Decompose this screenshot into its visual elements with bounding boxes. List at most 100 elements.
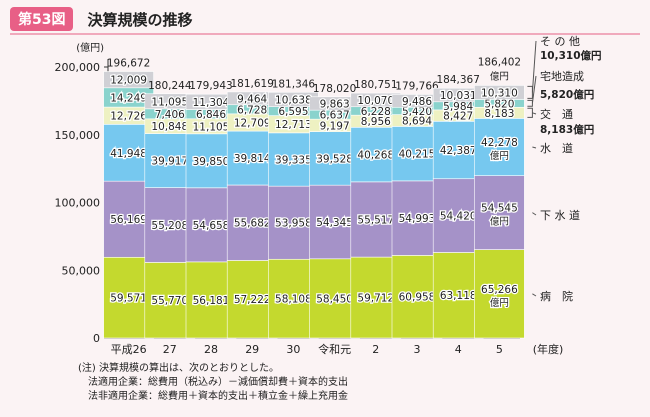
x-tick-label: 2 (372, 343, 379, 356)
footnote-line: (注) 決算規模の算出は、次のとおりとした。 (78, 363, 279, 374)
data-label: 9,486 (402, 96, 432, 108)
data-label: 54,545 (481, 203, 518, 215)
data-label: 39,917 (151, 156, 188, 168)
x-tick-label: 3 (414, 343, 421, 356)
legend-label: 宅地造成 (540, 69, 584, 83)
data-label: 39,335 (275, 155, 312, 167)
data-label: 11,105 (193, 121, 230, 133)
data-label: 54,345 (316, 217, 353, 229)
data-label: 39,850 (193, 156, 230, 168)
legend-label: 水 道 (540, 141, 573, 155)
data-label: 55,208 (151, 220, 188, 232)
data-label: 56,169 (110, 214, 147, 226)
data-label: 6,637 (320, 110, 350, 122)
data-label: 6,728 (237, 104, 267, 116)
x-tick-label: 28 (204, 343, 218, 356)
data-label: 55,682 (234, 218, 271, 230)
data-label-unit: 億円 (490, 150, 509, 162)
x-tick-label: 5 (496, 343, 503, 356)
legend-value: 10,310億円 (540, 49, 602, 62)
data-label: 42,278 (481, 137, 518, 149)
data-label: 5,984 (443, 101, 473, 113)
data-label: 12,726 (110, 111, 147, 123)
legend-value: 8,183億円 (540, 123, 594, 136)
data-label: 10,848 (151, 121, 188, 133)
data-label: 39,528 (316, 153, 353, 165)
data-label: 6,846 (196, 109, 226, 121)
data-label: 63,118 (440, 290, 477, 302)
figure-number-badge: 第53図 (10, 7, 74, 31)
data-label: 11,304 (193, 97, 230, 109)
footnote-line: 法適用企業：総費用（税込み）－減価償却費＋資本的支出 (88, 377, 348, 388)
legend-label: 下 水 道 (540, 208, 580, 222)
data-label-unit: 億円 (490, 216, 509, 228)
data-label: 8,956 (361, 116, 391, 128)
legend-label: そ の 他 (540, 35, 580, 48)
data-label: 9,197 (320, 120, 350, 132)
data-label: 10,031 (440, 90, 477, 102)
data-label-unit: 億円 (490, 297, 509, 309)
data-label: 53,958 (275, 218, 312, 230)
legend-leader (532, 146, 537, 149)
data-label: 55,517 (357, 214, 394, 226)
bar-segment (474, 249, 525, 339)
legend-label: 病 院 (540, 289, 573, 303)
total-label: 181,346 (272, 78, 316, 90)
total-label: 196,672 (107, 58, 150, 70)
figure-header: 第53図 決算規模の推移 (10, 7, 193, 31)
y-tick-label: 100,000 (55, 197, 101, 210)
figure-title: 決算規模の推移 (87, 10, 193, 29)
legend-leader (531, 75, 537, 104)
total-label: 179,943 (189, 80, 232, 92)
x-tick-label: 30 (286, 343, 300, 356)
data-label: 6,595 (278, 106, 308, 118)
legend-leader (532, 212, 537, 216)
legend-bracket (527, 107, 533, 118)
x-tick-label: 平成26 (111, 343, 147, 356)
legend-leader (532, 112, 537, 115)
total-label: 180,244 (148, 80, 192, 92)
data-label: 12,009 (110, 75, 147, 87)
data-label: 41,948 (110, 148, 147, 160)
bar-segment (474, 175, 525, 250)
total-label: 186,402 (478, 56, 521, 68)
legend-bracket (527, 85, 533, 99)
data-label: 56,181 (193, 295, 230, 307)
data-label: 12,713 (275, 119, 312, 131)
data-label: 59,571 (110, 293, 147, 305)
data-label: 7,406 (155, 109, 185, 121)
data-label: 12,709 (234, 117, 271, 129)
x-tick-label: 29 (245, 343, 259, 356)
total-label: 180,751 (354, 79, 397, 91)
data-label: 8,427 (443, 111, 473, 123)
data-label: 11,095 (151, 96, 188, 108)
x-axis-label: (年度) (533, 342, 564, 356)
data-label: 9,464 (237, 93, 267, 105)
total-label: 181,619 (230, 78, 273, 90)
data-label: 58,108 (275, 294, 312, 306)
data-label: 54,420 (440, 211, 477, 223)
x-tick-label: 27 (163, 343, 177, 356)
data-label: 10,638 (275, 94, 312, 106)
legend-label: 交 通 (540, 107, 573, 121)
data-label: 8,694 (402, 116, 432, 128)
total-label: 184,367 (436, 74, 479, 86)
footnotes: (注) 決算規模の算出は、次のとおりとした。 法適用企業：総費用（税込み）－減価… (78, 362, 348, 404)
legend-leader (531, 40, 537, 93)
data-label: 8,183 (484, 108, 514, 120)
data-label: 40,215 (399, 149, 436, 161)
y-unit-label: (億円) (76, 41, 104, 54)
data-label: 55,770 (151, 295, 188, 307)
total-label-unit: 億円 (490, 70, 509, 82)
data-label: 60,958 (399, 292, 436, 304)
data-label: 42,387 (440, 145, 477, 157)
data-label: 10,310 (481, 87, 518, 99)
data-label: 40,268 (357, 150, 394, 162)
legend-bracket (527, 99, 533, 107)
data-label: 65,266 (481, 284, 518, 296)
bar-segment (474, 85, 525, 100)
total-label: 179,766 (395, 80, 439, 92)
y-tick-label: 150,000 (55, 129, 101, 142)
data-label: 57,222 (234, 294, 271, 306)
